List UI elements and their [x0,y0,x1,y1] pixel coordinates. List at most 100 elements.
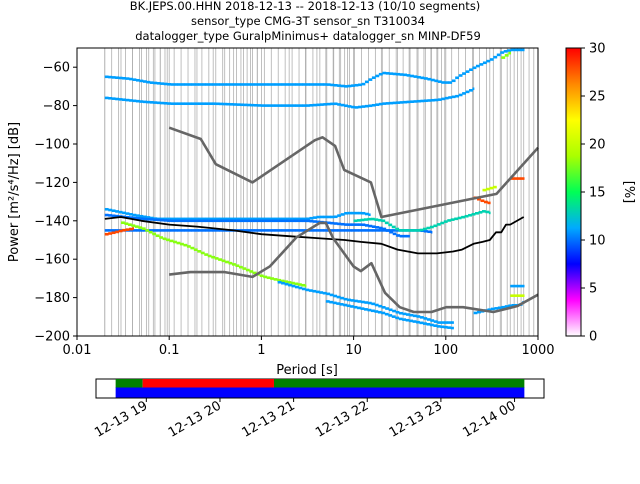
psd-band-cell [153,81,158,85]
psd-band-cell [292,229,296,232]
psd-band-cell [312,216,317,219]
psd-band-cell [370,217,375,221]
psd-band-cell [174,102,179,105]
psd-band-cell [469,68,473,72]
psd-band-cell [257,219,262,223]
psd-band-cell [378,226,383,230]
psd-band-cell [419,321,424,325]
psd-band-cell [191,102,196,105]
psd-band-cell [455,94,460,98]
psd-band-cell [337,84,342,87]
psd-band-cell [302,229,307,232]
psd-band-cell [198,83,203,86]
psd-band-cell [312,103,317,107]
psd-band-cell [374,303,379,307]
psd-band-cell [198,219,203,223]
psd-band-cell [510,284,515,288]
psd-band-cell [333,83,338,87]
psd-band-cell [305,83,310,86]
psd-band-cell [259,274,264,278]
psd-band-cell [358,105,362,109]
psd-band-cell [219,83,224,86]
psd-band-cell [188,219,192,223]
psd-band-cell [330,102,335,106]
psd-band-cell [184,229,189,232]
psd-band-cell [146,216,151,219]
psd-band-cell [361,211,366,215]
psd-band-cell [337,103,342,106]
colorbar: 0 5 10 15 20 25 30 [%] [565,42,636,345]
x-tick-label: 1 [257,343,265,358]
psd-band-cell [517,294,522,297]
colorbar-scale [565,47,582,337]
timeline-bar-top [142,379,274,388]
psd-band-cell [212,102,217,105]
psd-band-cell [517,284,522,288]
psd-band-cell [243,229,248,232]
psd-band-cell [190,246,195,250]
psd-band-cell [381,311,386,315]
psd-band-cell [426,226,431,230]
psd-band-cell [278,83,283,86]
psd-band-cell [208,102,213,105]
psd-band-cell [301,287,306,291]
psd-band-cell [358,223,362,226]
psd-band-cell [118,76,123,80]
psd-band-cell [340,213,345,216]
psd-band-cell [351,223,355,226]
psd-band-cell [420,76,425,80]
psd-band-cell [108,75,113,79]
psd-band-cell [132,229,137,232]
psd-band-cell [184,219,189,223]
psd-band-cell [163,102,168,105]
psd-band-cell [521,48,525,52]
psd-band-cell [443,220,448,223]
psd-band-cell [344,104,349,108]
psd-band-cell [378,229,383,232]
psd-band-cell [364,224,369,227]
psd-band-cell [193,248,198,252]
psd-band-cell [138,226,143,229]
psd-band-cell [340,84,345,88]
psd-band-cell [208,83,213,86]
psd-band-cell [160,101,165,105]
psd-band [104,227,135,236]
psd-band-cell [278,219,283,223]
timeline-tick-label: 12-13 22 [313,398,371,440]
psd-band-cell [177,219,182,223]
psd-band-cell [162,237,167,241]
psd-band-cell [396,234,401,237]
psd-band-cell [246,83,251,86]
psd-band-cell [402,312,407,316]
psd-band-cell [191,217,196,221]
psd-band-cell [232,263,236,266]
psd-band-cell [236,217,241,221]
psd-band-cell [243,83,248,86]
psd-band-cell [440,321,445,324]
psd-band-cell [298,286,303,290]
psd-band-cell [357,300,362,303]
psd-band-cell [437,80,442,83]
psd-band-cell [226,83,231,86]
psd-band-cell [285,217,290,221]
psd-band-cell [353,305,358,309]
psd-band-cell [312,289,317,293]
psd-band-cell [430,98,435,102]
psd-band-cell [198,229,203,232]
psd-band-cell [357,219,361,222]
psd-band-cell [163,82,168,86]
psd-band-cell [191,219,196,223]
psd-band-cell [405,318,410,322]
psd-band-cell [381,219,386,223]
psd-band-cell [507,49,512,52]
psd-band-cell [319,215,324,219]
psd-band-cell [382,227,387,231]
psd-band-cell [330,221,335,225]
psd-band-cell [354,106,359,109]
psd-band-cell [235,264,240,268]
psd-band-cell [125,215,130,219]
psd-band-cell [440,221,445,225]
psd-band-cell [236,219,241,223]
psd-band-cell [295,217,300,221]
psd-band-cell [309,216,314,220]
